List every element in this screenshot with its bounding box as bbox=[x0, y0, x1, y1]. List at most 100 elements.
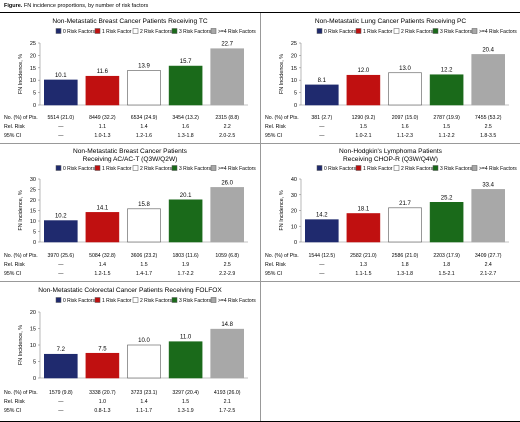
table-cell: 1.3-1.8 bbox=[397, 271, 413, 277]
table-cell: 1.4 bbox=[140, 399, 147, 405]
y-tick-label: 15 bbox=[30, 66, 36, 72]
legend-label: >=4 Risk Factors bbox=[479, 29, 517, 35]
row-label: 95% CI bbox=[265, 271, 282, 277]
chart-title: Non-Metastatic Breast Cancer Patients bbox=[73, 148, 188, 155]
figure-title: Figure. FN incidence proportions, by num… bbox=[4, 3, 148, 9]
chart-title: Receiving AC/AC-T (Q3W/Q2W) bbox=[83, 156, 178, 163]
legend-label: 0 Risk Factors bbox=[63, 166, 95, 172]
table-cell: 7455 (53.2) bbox=[475, 115, 502, 121]
table-cell: 1.1 bbox=[99, 124, 106, 130]
bar bbox=[168, 341, 203, 379]
y-tick-label: 10 bbox=[30, 219, 36, 225]
table-cell: — bbox=[58, 133, 64, 139]
table-cell: — bbox=[58, 262, 64, 268]
table-cell: 1.8 bbox=[443, 262, 450, 268]
bar-value-label: 11.0 bbox=[180, 335, 192, 341]
table-cell: 1.1-1.5 bbox=[355, 271, 371, 277]
table-cell: 1.8-3.5 bbox=[480, 133, 496, 139]
y-tick-label: 20 bbox=[30, 310, 36, 316]
table-cell: 3970 (25.6) bbox=[48, 253, 75, 259]
table-cell: 1.0 bbox=[99, 399, 106, 405]
row-label: No. (%) of Pts. bbox=[4, 253, 38, 259]
bar-value-label: 14.2 bbox=[316, 213, 328, 219]
bar bbox=[127, 208, 161, 243]
bar bbox=[43, 220, 78, 243]
table-cell: 1.7-2.5 bbox=[219, 408, 235, 414]
legend-label: >=4 Risk Factors bbox=[218, 298, 256, 304]
chart-title: Non-Metastatic Colorectal Cancer Patient… bbox=[38, 287, 222, 294]
legend-label: 2 Risk Factors bbox=[401, 29, 433, 35]
legend-swatch bbox=[94, 165, 101, 171]
bar bbox=[471, 189, 505, 243]
y-tick-label: 20 bbox=[30, 53, 36, 59]
y-tick-label: 0 bbox=[33, 376, 36, 382]
legend-swatch bbox=[393, 165, 400, 171]
row-label: Rel. Risk bbox=[265, 262, 286, 268]
table-cell: 1.5 bbox=[182, 399, 189, 405]
table-cell: 2.0-2.5 bbox=[219, 133, 235, 139]
bar bbox=[429, 74, 464, 106]
y-tick-label: 0 bbox=[294, 103, 297, 109]
bar bbox=[346, 213, 381, 243]
y-axis-label: FN Incidence, % bbox=[279, 190, 285, 230]
chart-panel-breast-ac: Non-Metastatic Breast Cancer PatientsRec… bbox=[4, 148, 256, 277]
bar-value-label: 11.6 bbox=[97, 69, 109, 75]
table-cell: 1.4 bbox=[140, 124, 147, 130]
row-label: No. (%) of Pts. bbox=[265, 253, 299, 259]
legend-swatch bbox=[171, 165, 178, 171]
legend-swatch bbox=[132, 28, 139, 34]
row-label: No. (%) of Pts. bbox=[265, 115, 299, 121]
table-cell: — bbox=[58, 271, 64, 277]
row-label: 95% CI bbox=[4, 271, 21, 277]
bar-value-label: 25.2 bbox=[441, 195, 453, 201]
table-cell: 4193 (26.0) bbox=[214, 390, 241, 396]
table-cell: 5514 (21.0) bbox=[48, 115, 75, 121]
bar bbox=[471, 54, 505, 106]
legend-label: 3 Risk Factors bbox=[179, 298, 211, 304]
legend-swatch bbox=[471, 165, 478, 171]
y-tick-label: 25 bbox=[30, 41, 36, 47]
legend-swatch bbox=[132, 165, 139, 171]
table-cell: 1.1-2.3 bbox=[397, 133, 413, 139]
bar bbox=[43, 353, 78, 379]
y-tick-label: 15 bbox=[30, 327, 36, 333]
legend-label: 0 Risk Factors bbox=[324, 29, 356, 35]
y-tick-label: 15 bbox=[30, 209, 36, 215]
bar-value-label: 18.1 bbox=[358, 206, 370, 212]
legend-swatch bbox=[132, 297, 139, 303]
table-cell: 2315 (8.8) bbox=[215, 115, 239, 121]
row-label: Rel. Risk bbox=[4, 399, 25, 405]
legend-label: >=4 Risk Factors bbox=[218, 29, 256, 35]
table-cell: 1.5 bbox=[443, 124, 450, 130]
bar bbox=[43, 79, 78, 106]
row-label: Rel. Risk bbox=[265, 124, 286, 130]
legend-swatch bbox=[432, 28, 439, 34]
chart-title: Non-Hodgkin's Lymphoma Patients bbox=[339, 148, 443, 155]
bar bbox=[346, 74, 381, 106]
legend-label: 3 Risk Factors bbox=[179, 166, 211, 172]
y-tick-label: 20 bbox=[291, 209, 297, 215]
bar-value-label: 14.1 bbox=[97, 205, 109, 211]
legend-swatch bbox=[355, 165, 362, 171]
y-tick-label: 15 bbox=[291, 66, 297, 72]
table-cell: 0.8-1.3 bbox=[94, 408, 110, 414]
row-label: 95% CI bbox=[265, 133, 282, 139]
table-cell: 1.6 bbox=[401, 124, 408, 130]
bar-value-label: 13.0 bbox=[399, 66, 411, 72]
legend-swatch bbox=[210, 297, 217, 303]
table-cell: 1579 (9.8) bbox=[49, 390, 73, 396]
y-tick-label: 30 bbox=[291, 193, 297, 199]
bar bbox=[85, 212, 120, 243]
table-cell: 2.1 bbox=[224, 399, 231, 405]
y-tick-label: 5 bbox=[33, 360, 36, 366]
bar bbox=[304, 84, 339, 106]
legend-label: 1 Risk Factor bbox=[102, 166, 132, 172]
legend-label: >=4 Risk Factors bbox=[218, 166, 256, 172]
bar bbox=[210, 328, 244, 379]
y-tick-label: 25 bbox=[30, 188, 36, 194]
bar bbox=[210, 187, 244, 243]
legend-swatch bbox=[94, 297, 101, 303]
table-cell: 1.0-1.3 bbox=[94, 133, 110, 139]
table-cell: 1.1-1.7 bbox=[136, 408, 152, 414]
table-cell: 1.0-2.1 bbox=[355, 133, 371, 139]
